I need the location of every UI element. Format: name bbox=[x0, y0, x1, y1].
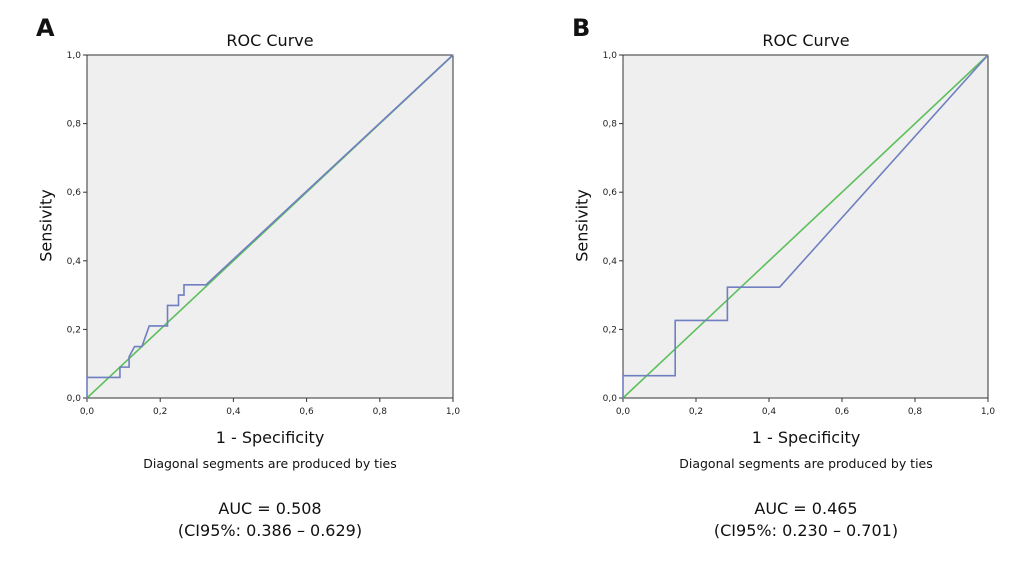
x-tick-label: 0,6 bbox=[835, 407, 850, 417]
y-tick-label: 0,2 bbox=[67, 325, 81, 335]
x-tick-label: 0,0 bbox=[80, 407, 95, 417]
auc-confidence-interval: (CI95%: 0.230 – 0.701) bbox=[713, 521, 899, 540]
x-tick-label: 0,4 bbox=[762, 407, 777, 417]
roc-chart-a: 0,0 0,2 0,4 0,6 0,8 1,0 0,0 0,2 0,4 0,6 0,8 1,0 bbox=[67, 51, 461, 417]
y-tick-label: 0,4 bbox=[603, 257, 618, 267]
panel-letter: A bbox=[36, 14, 55, 42]
y-tick-label: 0,8 bbox=[603, 120, 618, 130]
x-tick-label: 0,8 bbox=[908, 407, 923, 417]
y-tick-label: 0,2 bbox=[603, 325, 617, 335]
y-tick-label: 0,6 bbox=[67, 188, 82, 198]
roc-curve-line bbox=[86, 54, 454, 398]
panel-letter: B bbox=[572, 14, 590, 42]
y-tick-label: 1,0 bbox=[603, 51, 618, 61]
y-tick-label: 0,0 bbox=[67, 394, 82, 404]
x-tick-label: 0,4 bbox=[226, 407, 241, 417]
auc-annotation: AUC = 0.508 (CI95%: 0.386 – 0.629) bbox=[87, 498, 453, 542]
x-tick-label: 0,0 bbox=[616, 407, 631, 417]
y-tick-label: 1,0 bbox=[67, 51, 82, 61]
x-tick-label: 0,6 bbox=[299, 407, 314, 417]
x-axis-label: 1 - Specificity bbox=[751, 428, 861, 447]
roc-panel-b: B ROC Curve Sensivity 0,0 0,2 0,4 0,6 0,8 1,0… bbox=[537, 0, 1024, 571]
y-tick-label: 0,4 bbox=[67, 257, 82, 267]
x-tick-label: 0,2 bbox=[689, 407, 703, 417]
roc-panel-a: A ROC Curve Sensivity 0,0 0,2 0,4 0,6 0,8 1,0… bbox=[36, 14, 461, 542]
auc-confidence-interval: (CI95%: 0.386 – 0.629) bbox=[177, 521, 363, 540]
x-tick-label: 1,0 bbox=[981, 407, 996, 417]
x-tick-label: 1,0 bbox=[446, 407, 461, 417]
y-tick-label: 0,8 bbox=[67, 120, 82, 130]
y-tick-label: 0,0 bbox=[603, 394, 618, 404]
ties-footnote: Diagonal segments are produced by ties bbox=[679, 456, 933, 471]
roc-chart-b: 0,0 0,2 0,4 0,6 0,8 1,0 0,0 0,2 0,4 0,6 0,8 1,0 bbox=[603, 51, 996, 417]
reference-diagonal-line bbox=[622, 54, 989, 399]
x-tick-label: 0,2 bbox=[153, 407, 167, 417]
y-tick-label: 0,6 bbox=[603, 188, 618, 198]
chart-title: ROC Curve bbox=[226, 31, 314, 50]
auc-value: AUC = 0.465 bbox=[754, 499, 858, 518]
x-axis-label: 1 - Specificity bbox=[215, 428, 325, 447]
chart-title: ROC Curve bbox=[762, 31, 850, 50]
auc-annotation: AUC = 0.465 (CI95%: 0.230 – 0.701) bbox=[623, 498, 989, 542]
auc-value: AUC = 0.508 bbox=[218, 499, 322, 518]
roc-curve-line bbox=[622, 54, 989, 398]
x-tick-label: 0,8 bbox=[373, 407, 388, 417]
ties-footnote: Diagonal segments are produced by ties bbox=[143, 456, 397, 471]
